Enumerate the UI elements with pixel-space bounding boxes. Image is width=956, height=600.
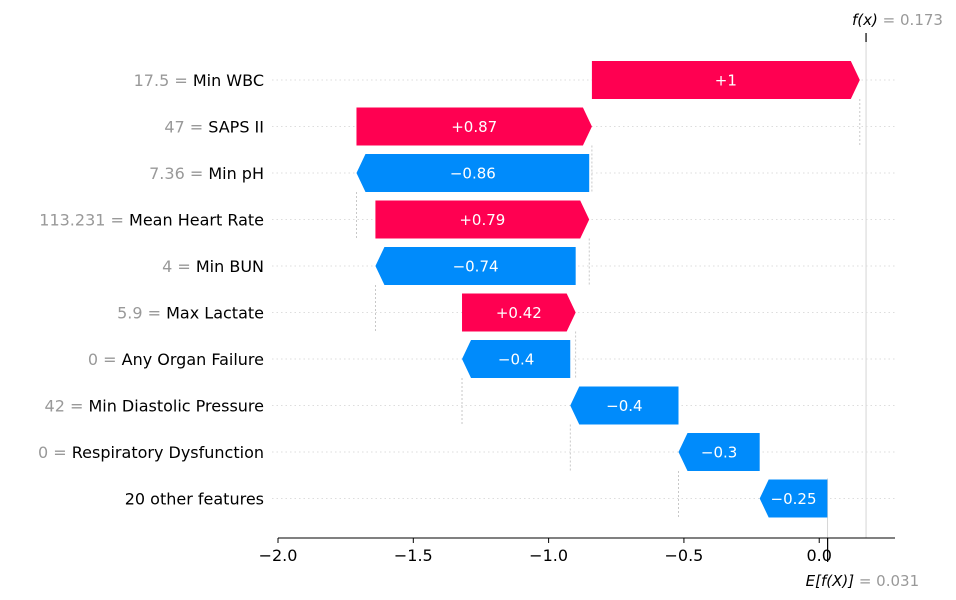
base-value: = 0.031 bbox=[854, 572, 919, 590]
feature-value: 5.9 = bbox=[117, 304, 166, 323]
x-tick-label: −1.0 bbox=[529, 546, 568, 565]
bar-value-label: −0.4 bbox=[606, 397, 642, 415]
feature-label: 17.5 = Min WBC bbox=[134, 71, 264, 90]
feature-name: Min BUN bbox=[196, 257, 264, 276]
feature-name: Min WBC bbox=[193, 71, 264, 90]
x-tick-label: 0.0 bbox=[807, 546, 832, 565]
bars bbox=[356, 61, 860, 518]
bar bbox=[462, 293, 576, 332]
feature-value: 42 = bbox=[45, 397, 89, 416]
feature-name: Respiratory Dysfunction bbox=[72, 443, 264, 462]
feature-labels: +1 17.5 = Min WBC +0.87 47 = SAPS II −0.86 7.… bbox=[38, 71, 817, 509]
feature-name: Min Diastolic Pressure bbox=[88, 397, 264, 416]
x-tick-label: −2.0 bbox=[259, 546, 298, 565]
feature-value: 0 = bbox=[38, 443, 72, 462]
feature-label: 0 = Any Organ Failure bbox=[88, 350, 264, 369]
bar-value-label: +1 bbox=[715, 72, 737, 90]
bar bbox=[678, 433, 760, 471]
bar-value-label: −0.4 bbox=[498, 351, 534, 369]
feature-name: Mean Heart Rate bbox=[129, 211, 264, 230]
bar-value-label: −0.3 bbox=[701, 444, 737, 462]
bar bbox=[570, 386, 679, 425]
feature-name: 20 other features bbox=[125, 490, 264, 509]
feature-value: 7.36 = bbox=[149, 164, 208, 183]
base-label: E[f(X)] = 0.031 bbox=[806, 572, 920, 590]
bar bbox=[356, 107, 592, 146]
feature-name: Any Organ Failure bbox=[122, 350, 264, 369]
bar bbox=[375, 247, 576, 285]
bar bbox=[591, 61, 860, 99]
feature-name: Max Lactate bbox=[166, 304, 264, 323]
x-tick-label: −1.5 bbox=[394, 546, 433, 565]
bar-value-label: −0.25 bbox=[771, 490, 817, 508]
x-tick-label: −0.5 bbox=[664, 546, 703, 565]
feature-label: 4 = Min BUN bbox=[162, 257, 264, 276]
fx-ef-markers: f(x) = 0.173 E[f(X)] = 0.031 bbox=[806, 11, 943, 590]
fx-symbol: f(x) bbox=[852, 11, 878, 29]
feature-value: 0 = bbox=[88, 350, 122, 369]
x-axis: −2.0 −1.5 −1.0 −0.5 0.0 bbox=[259, 537, 895, 565]
fx-label: f(x) = 0.173 bbox=[852, 11, 943, 29]
bar-value-label: +0.79 bbox=[459, 211, 505, 229]
bar bbox=[759, 479, 828, 518]
bar bbox=[375, 200, 590, 239]
feature-value: 17.5 = bbox=[134, 71, 193, 90]
feature-name: Min pH bbox=[208, 164, 264, 183]
feature-label: 7.36 = Min pH bbox=[149, 164, 264, 183]
feature-value: 4 = bbox=[162, 257, 196, 276]
bar-value-label: −0.74 bbox=[453, 258, 499, 276]
bar-value-label: −0.86 bbox=[450, 165, 496, 183]
feature-label: 5.9 = Max Lactate bbox=[117, 304, 264, 323]
bar bbox=[462, 340, 571, 378]
feature-name: SAPS II bbox=[208, 118, 264, 137]
feature-label: 20 other features bbox=[125, 490, 264, 509]
feature-value: 47 = bbox=[164, 118, 208, 137]
base-symbol: E[f(X)] bbox=[806, 572, 855, 590]
feature-label: 42 = Min Diastolic Pressure bbox=[45, 397, 264, 416]
feature-label: 47 = SAPS II bbox=[164, 118, 264, 137]
bar-value-label: +0.87 bbox=[451, 118, 497, 136]
feature-value: 113.231 = bbox=[39, 211, 129, 230]
feature-label: 0 = Respiratory Dysfunction bbox=[38, 443, 264, 462]
fx-value: = 0.173 bbox=[878, 11, 943, 29]
bar-value-label: +0.42 bbox=[496, 304, 542, 322]
bar bbox=[356, 154, 590, 192]
feature-label: 113.231 = Mean Heart Rate bbox=[39, 211, 264, 230]
